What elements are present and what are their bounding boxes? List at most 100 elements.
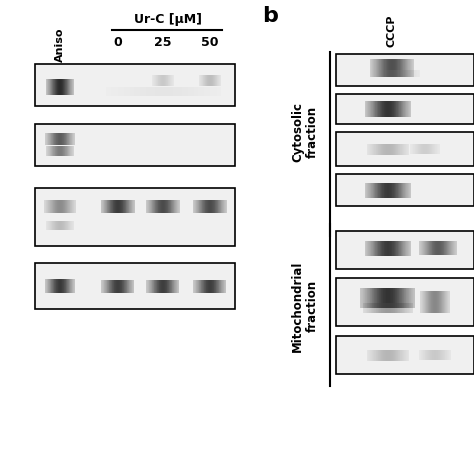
Bar	[395, 101, 396, 117]
Bar	[168, 87, 169, 96]
Bar	[374, 303, 375, 313]
Bar	[401, 303, 402, 313]
Bar	[404, 144, 405, 155]
Bar	[366, 241, 367, 255]
Bar	[373, 241, 374, 255]
Bar	[385, 59, 386, 77]
Bar	[403, 182, 404, 198]
Bar	[146, 87, 147, 96]
Bar	[398, 70, 399, 77]
Bar	[378, 241, 379, 255]
Bar	[388, 288, 389, 308]
Bar	[392, 241, 393, 255]
Bar	[367, 288, 368, 308]
Bar	[386, 101, 387, 117]
Bar	[185, 87, 187, 96]
Bar	[402, 303, 403, 313]
Bar	[399, 349, 400, 361]
Bar	[219, 87, 220, 96]
Bar	[121, 87, 122, 96]
Bar	[133, 87, 134, 96]
Bar	[368, 349, 369, 361]
Bar	[453, 241, 454, 255]
Bar	[389, 241, 390, 255]
Bar	[406, 241, 407, 255]
Bar	[387, 70, 388, 77]
Bar	[416, 70, 417, 77]
Bar	[404, 101, 405, 117]
Bar	[173, 87, 175, 96]
Text: b: b	[262, 6, 278, 26]
Bar	[408, 349, 409, 361]
Bar	[399, 288, 400, 308]
Bar	[408, 59, 409, 77]
Bar	[444, 241, 445, 255]
Bar	[392, 349, 393, 361]
Bar	[371, 182, 372, 198]
Bar	[399, 59, 400, 77]
Bar	[374, 349, 375, 361]
Bar	[392, 303, 393, 313]
Bar	[389, 144, 390, 155]
Bar	[383, 288, 384, 308]
Bar	[446, 241, 447, 255]
Bar	[390, 241, 391, 255]
Bar	[392, 59, 393, 77]
Bar	[386, 144, 387, 155]
Bar	[421, 241, 422, 255]
Bar	[380, 101, 381, 117]
Bar	[386, 70, 387, 77]
Bar	[419, 241, 420, 255]
Bar	[404, 70, 405, 77]
Bar	[395, 288, 396, 308]
Bar	[377, 349, 378, 361]
Bar	[395, 303, 396, 313]
Bar	[404, 303, 405, 313]
Bar	[373, 182, 374, 198]
Bar	[401, 70, 402, 77]
Bar	[370, 144, 371, 155]
Bar	[201, 87, 202, 96]
Bar	[381, 144, 382, 155]
Bar	[392, 182, 393, 198]
Bar	[409, 182, 410, 198]
Bar	[384, 182, 385, 198]
Bar	[381, 59, 382, 77]
Bar	[384, 59, 385, 77]
Bar	[390, 303, 391, 313]
Text: 0: 0	[114, 36, 122, 48]
Bar	[179, 87, 181, 96]
Bar	[385, 144, 386, 155]
Bar	[410, 70, 411, 77]
Bar	[195, 87, 197, 96]
Bar	[371, 241, 372, 255]
Bar	[401, 182, 402, 198]
Bar	[409, 59, 410, 77]
Bar	[207, 87, 209, 96]
Bar	[376, 59, 377, 77]
Bar	[377, 288, 378, 308]
Bar	[389, 349, 390, 361]
Bar	[387, 288, 388, 308]
Bar	[431, 241, 432, 255]
Bar	[386, 303, 387, 313]
Bar	[397, 70, 398, 77]
Bar	[162, 87, 163, 96]
Bar	[407, 101, 408, 117]
Bar	[365, 182, 366, 198]
Bar	[379, 303, 380, 313]
Bar	[397, 288, 398, 308]
Bar	[412, 70, 413, 77]
Bar	[160, 87, 162, 96]
Bar	[407, 144, 408, 155]
Bar	[368, 182, 369, 198]
Bar	[370, 101, 371, 117]
Bar	[183, 87, 185, 96]
Bar	[211, 87, 213, 96]
Bar	[131, 87, 133, 96]
Bar	[401, 241, 402, 255]
Bar	[155, 87, 156, 96]
Bar	[423, 241, 424, 255]
Bar	[378, 144, 379, 155]
Bar	[380, 182, 381, 198]
